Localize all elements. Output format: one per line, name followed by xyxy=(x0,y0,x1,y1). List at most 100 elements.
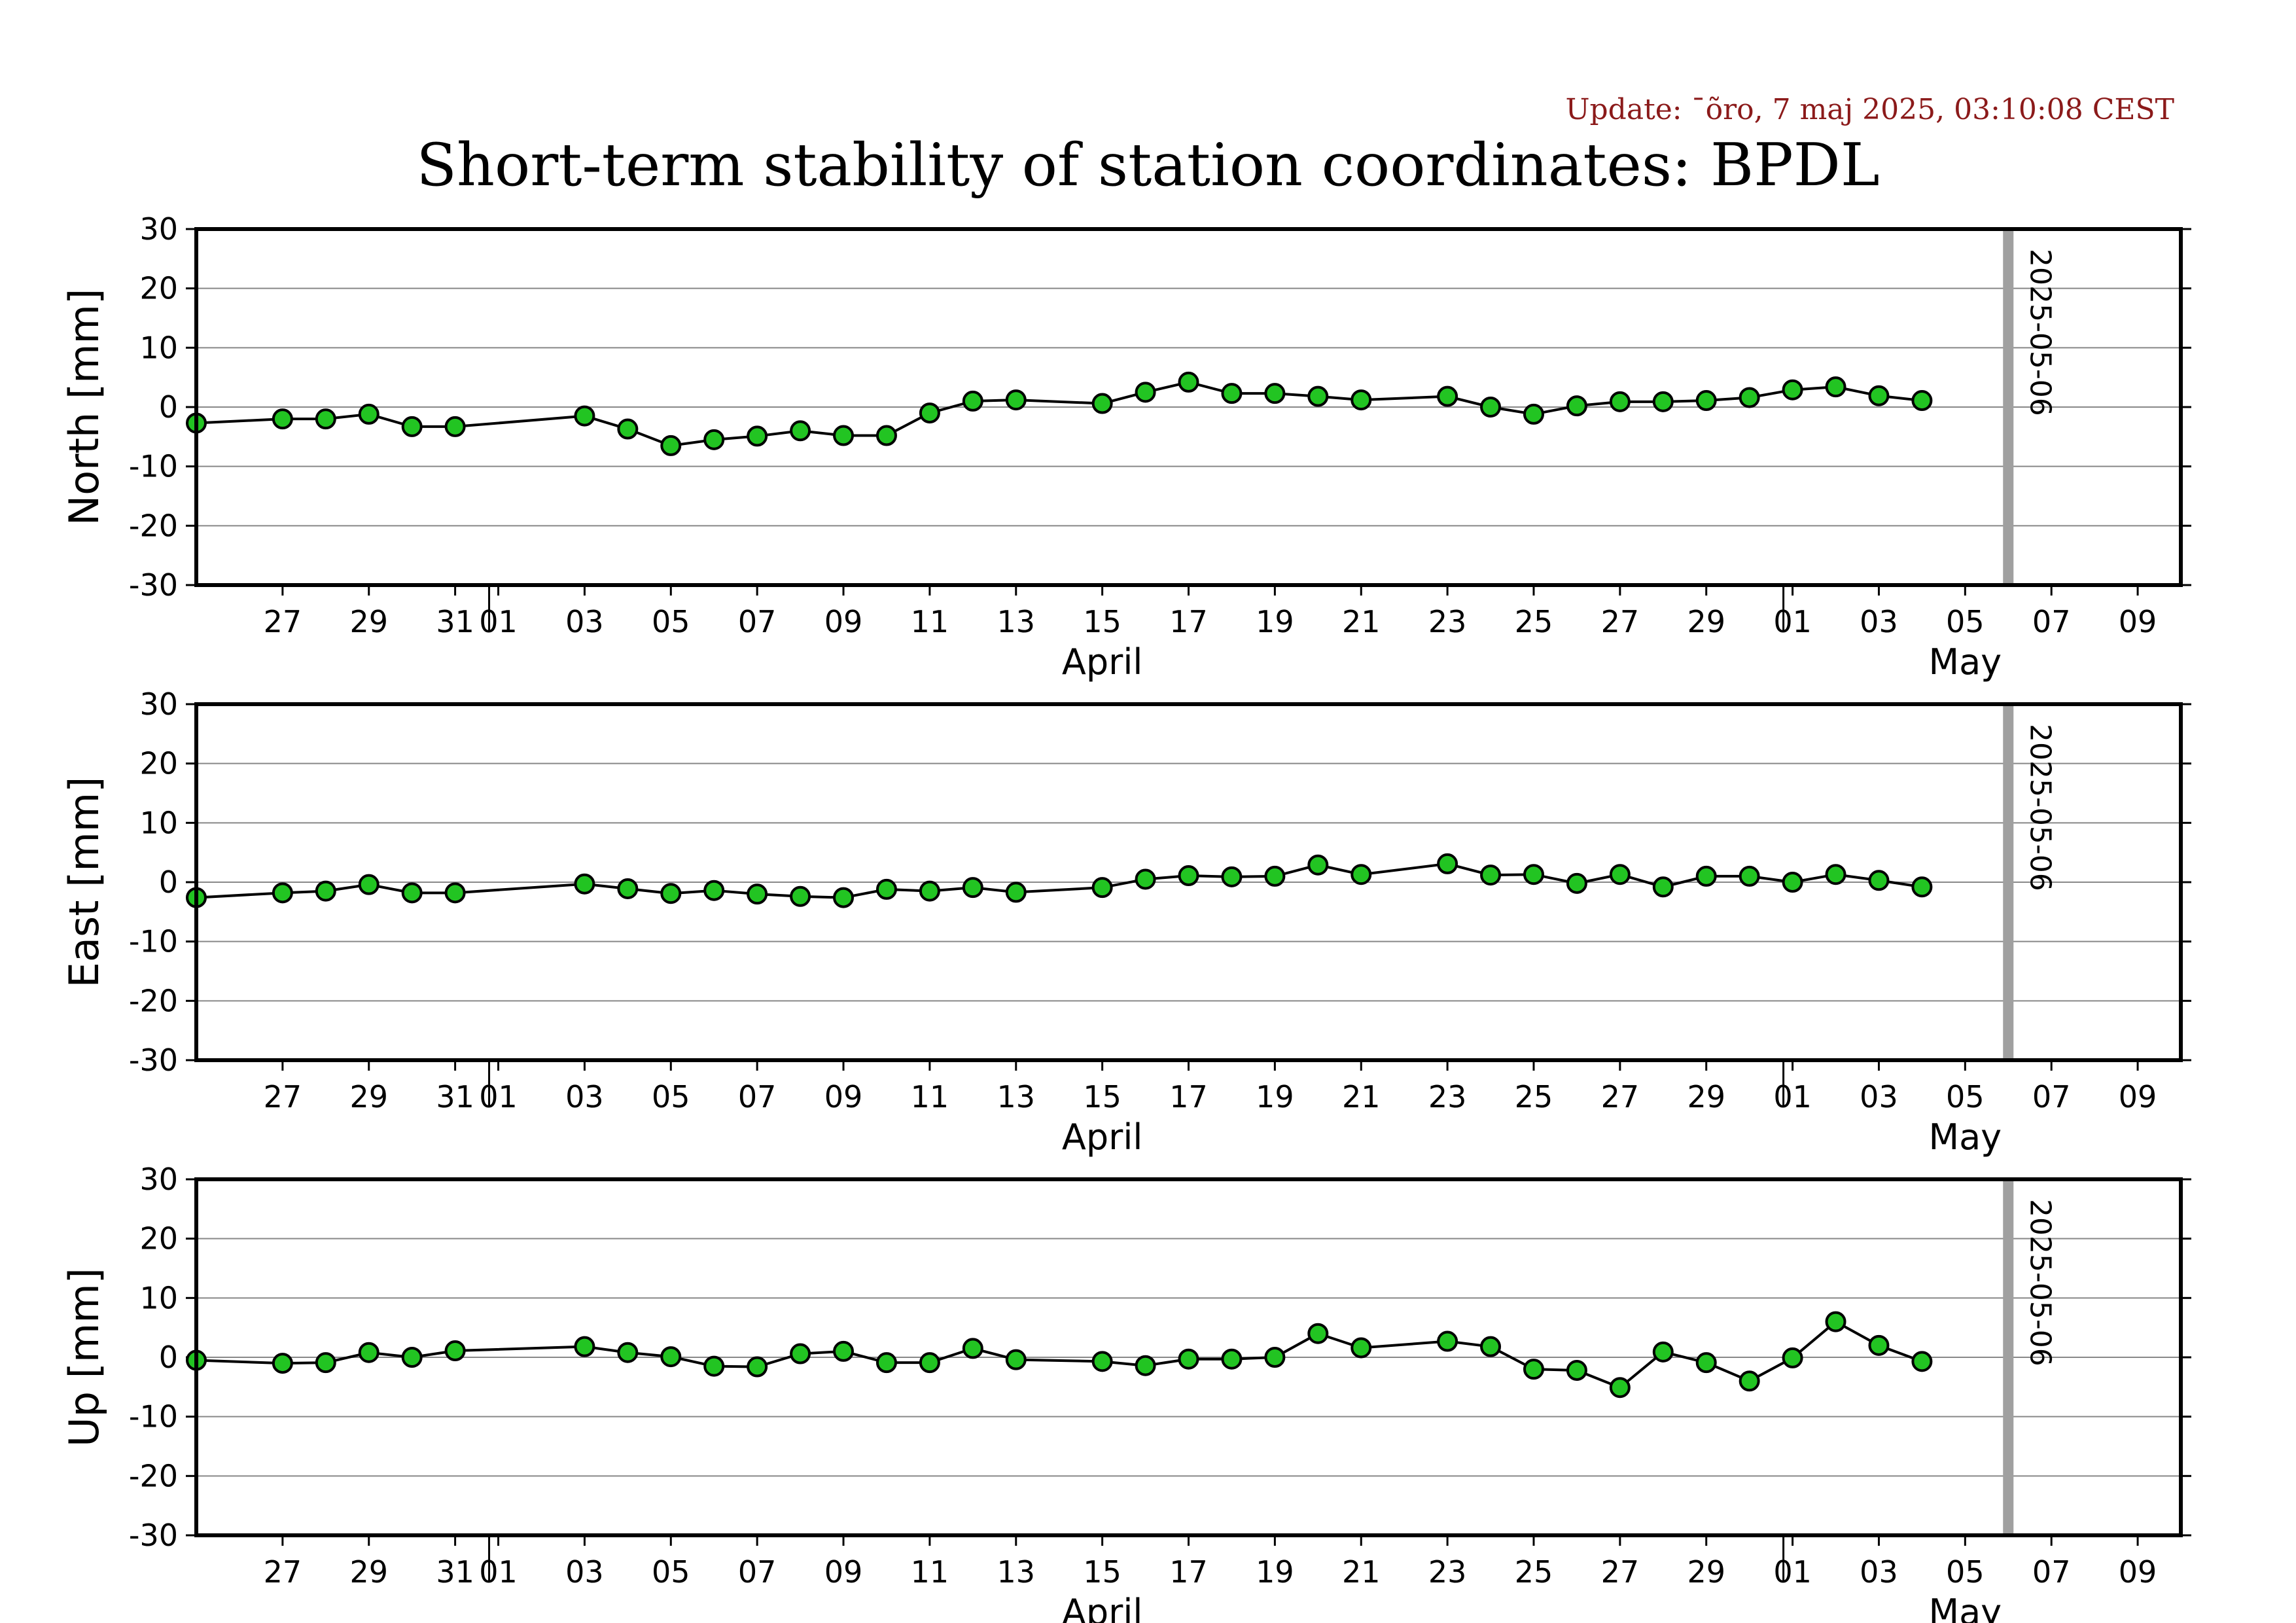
x-tick-label: 09 xyxy=(2119,1554,2157,1590)
x-tick-label: 03 xyxy=(565,604,604,639)
x-tick-label: 27 xyxy=(264,604,302,639)
x-tick-label: 05 xyxy=(652,1554,690,1590)
x-tick-label: 05 xyxy=(652,1079,690,1115)
data-point xyxy=(1264,865,1286,887)
x-tick-label: 27 xyxy=(264,1554,302,1590)
x-tick-label: 13 xyxy=(997,1079,1035,1115)
x-tick-label: 03 xyxy=(1860,1554,1898,1590)
x-tick-label: 27 xyxy=(1601,1554,1640,1590)
y-tick-label: -20 xyxy=(129,508,178,543)
month-label: May xyxy=(1929,1116,2002,1158)
x-tick-label: 07 xyxy=(2032,1554,2071,1590)
x-tick-label: 29 xyxy=(1687,1079,1725,1115)
plot-frame xyxy=(194,227,2183,587)
data-point xyxy=(574,1336,595,1357)
x-tick-label: 29 xyxy=(349,1554,388,1590)
y-axis-label: North [mm] xyxy=(60,289,108,526)
y-tick-label: -10 xyxy=(129,449,178,484)
y-axis-label: East [mm] xyxy=(60,777,108,988)
data-point xyxy=(790,885,811,907)
plot-frame xyxy=(194,1177,2183,1537)
data-point xyxy=(315,408,336,430)
data-point xyxy=(1091,1351,1113,1372)
data-point xyxy=(703,1355,725,1377)
data-point xyxy=(1782,872,1803,893)
data-point xyxy=(315,1352,336,1374)
x-tick-label: 21 xyxy=(1342,604,1381,639)
x-tick-label: 01 xyxy=(1773,604,1812,639)
x-tick-label: 15 xyxy=(1083,1079,1122,1115)
x-tick-label: 17 xyxy=(1169,604,1208,639)
data-point xyxy=(1566,1359,1587,1381)
x-tick-label: 27 xyxy=(264,1079,302,1115)
data-point xyxy=(1782,1347,1803,1368)
x-tick-label: 11 xyxy=(911,1554,949,1590)
data-point xyxy=(315,880,336,902)
y-tick-label: -10 xyxy=(129,924,178,959)
x-tick-label: 19 xyxy=(1256,1079,1294,1115)
data-point xyxy=(833,887,855,908)
data-point xyxy=(1911,1351,1933,1372)
x-tick-label: 09 xyxy=(2119,1079,2157,1115)
month-label: April xyxy=(1062,1116,1142,1158)
data-point xyxy=(1005,882,1027,903)
data-point xyxy=(1178,371,1199,393)
data-point xyxy=(1566,395,1587,417)
data-point xyxy=(1523,864,1544,885)
x-tick-label: 29 xyxy=(1687,1554,1725,1590)
data-point xyxy=(875,878,897,900)
data-point xyxy=(919,880,940,902)
x-tick-label: 23 xyxy=(1428,1079,1467,1115)
data-point xyxy=(1825,864,1846,885)
y-axis-label: Up [mm] xyxy=(60,1268,108,1447)
x-tick-label: 27 xyxy=(1601,604,1640,639)
data-point xyxy=(1868,385,1890,406)
data-point xyxy=(444,882,466,904)
data-point xyxy=(574,405,595,427)
x-tick-label: 03 xyxy=(1860,1079,1898,1115)
chart-title: Short-term stability of station coordina… xyxy=(416,131,1880,200)
data-point xyxy=(1825,376,1846,398)
data-point xyxy=(1480,865,1502,886)
y-tick-label: -20 xyxy=(129,983,178,1018)
y-tick-label: -30 xyxy=(129,567,178,603)
data-point xyxy=(272,882,293,904)
x-tick-label: 29 xyxy=(349,604,388,639)
data-point xyxy=(1178,1348,1199,1370)
y-tick-label: -30 xyxy=(129,1043,178,1078)
x-tick-label: 01 xyxy=(1773,1554,1812,1590)
data-point xyxy=(1609,391,1631,412)
x-tick-label: 15 xyxy=(1083,1554,1122,1590)
data-point xyxy=(401,1347,423,1368)
x-tick-label: 09 xyxy=(2119,604,2157,639)
data-point xyxy=(358,874,380,895)
y-tick-label: -20 xyxy=(129,1458,178,1493)
y-tick-label: -30 xyxy=(129,1518,178,1553)
data-point xyxy=(1307,854,1329,876)
data-point xyxy=(1609,1377,1631,1399)
y-tick-label: 10 xyxy=(139,330,178,365)
data-point xyxy=(833,1340,855,1362)
y-tick-label: 30 xyxy=(139,211,178,247)
current-date-bar xyxy=(2003,1179,2014,1535)
data-point xyxy=(747,425,768,447)
y-tick-label: 30 xyxy=(139,1162,178,1197)
data-point xyxy=(1437,853,1458,874)
y-tick-label: 30 xyxy=(139,687,178,722)
data-point xyxy=(1868,1334,1890,1356)
data-point xyxy=(1307,385,1329,407)
data-point xyxy=(747,883,768,905)
x-tick-label: 11 xyxy=(911,1079,949,1115)
data-point xyxy=(444,416,466,437)
data-point xyxy=(660,1346,682,1368)
data-point xyxy=(1135,1355,1156,1376)
x-tick-label: 09 xyxy=(824,1554,863,1590)
current-date-bar xyxy=(2003,229,2014,585)
data-point xyxy=(1135,868,1156,890)
data-point xyxy=(1221,1348,1243,1370)
x-tick-label: 05 xyxy=(1946,1554,1985,1590)
data-point xyxy=(1566,872,1587,894)
data-point xyxy=(617,418,639,440)
